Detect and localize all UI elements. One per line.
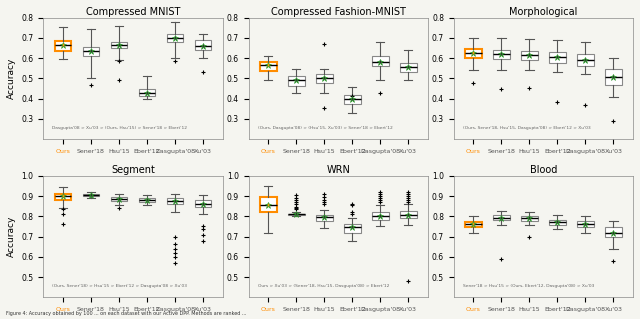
PathPatch shape [54,41,71,51]
PathPatch shape [400,63,417,72]
PathPatch shape [260,197,276,212]
PathPatch shape [139,89,156,96]
PathPatch shape [166,34,184,42]
Text: (Ours, Dasgupta'08) > (Hsu'15, Xu'03) > Sener'18 > Ebert'12: (Ours, Dasgupta'08) > (Hsu'15, Xu'03) > … [257,125,392,130]
PathPatch shape [521,216,538,221]
PathPatch shape [344,95,360,104]
PathPatch shape [195,200,211,207]
PathPatch shape [260,62,276,71]
PathPatch shape [139,198,156,202]
Text: Dasgupta'08 > Xu'03 > (Ours, Hsu'15) > Sener'18 > Ebert'12: Dasgupta'08 > Xu'03 > (Ours, Hsu'15) > S… [52,125,188,130]
Y-axis label: Accuracy: Accuracy [7,216,16,257]
PathPatch shape [372,56,388,66]
PathPatch shape [54,194,71,200]
PathPatch shape [83,194,99,196]
PathPatch shape [316,215,333,221]
PathPatch shape [111,197,127,201]
PathPatch shape [493,50,510,59]
Title: WRN: WRN [326,165,350,175]
Y-axis label: Accuracy: Accuracy [7,58,16,99]
Text: Ours > Xu'03 > (Sener'18, Hsu'15, Dasgupta'08) > Ebert'12: Ours > Xu'03 > (Sener'18, Hsu'15, Dasgup… [257,284,389,288]
PathPatch shape [344,225,360,233]
PathPatch shape [372,212,388,220]
PathPatch shape [465,222,482,227]
Title: Segment: Segment [111,165,155,175]
PathPatch shape [605,227,622,237]
PathPatch shape [493,215,510,220]
Text: Sener'18 > Hsu'15 > (Ours, Ebert'12, Dasgupta'08) > Xu'03: Sener'18 > Hsu'15 > (Ours, Ebert'12, Das… [463,284,594,288]
PathPatch shape [288,77,305,85]
Text: Figure 4: Accuracy obtained by 100 ... on each dataset with our Active DPP. Meth: Figure 4: Accuracy obtained by 100 ... o… [6,311,247,316]
PathPatch shape [465,49,482,58]
PathPatch shape [549,52,566,63]
Title: Blood: Blood [530,165,557,175]
PathPatch shape [577,221,594,227]
Text: (Ours, Sener'18) > Hsu'15 > Ebert'12 > Dasgupta'08 > Xu'03: (Ours, Sener'18) > Hsu'15 > Ebert'12 > D… [52,284,188,288]
Text: (Ours, Sener'18, Hsu'15, Dasgupta'08) > Ebert'12 > Xu'03: (Ours, Sener'18, Hsu'15, Dasgupta'08) > … [463,125,591,130]
PathPatch shape [577,54,594,66]
Title: Morphological: Morphological [509,7,578,17]
PathPatch shape [605,69,622,85]
PathPatch shape [549,220,566,225]
PathPatch shape [111,42,127,48]
PathPatch shape [83,47,99,56]
PathPatch shape [521,51,538,60]
Title: Compressed MNIST: Compressed MNIST [86,7,180,17]
PathPatch shape [166,198,184,204]
PathPatch shape [316,74,333,83]
PathPatch shape [400,211,417,219]
PathPatch shape [288,214,305,215]
PathPatch shape [195,40,211,50]
Title: Compressed Fashion-MNIST: Compressed Fashion-MNIST [271,7,406,17]
